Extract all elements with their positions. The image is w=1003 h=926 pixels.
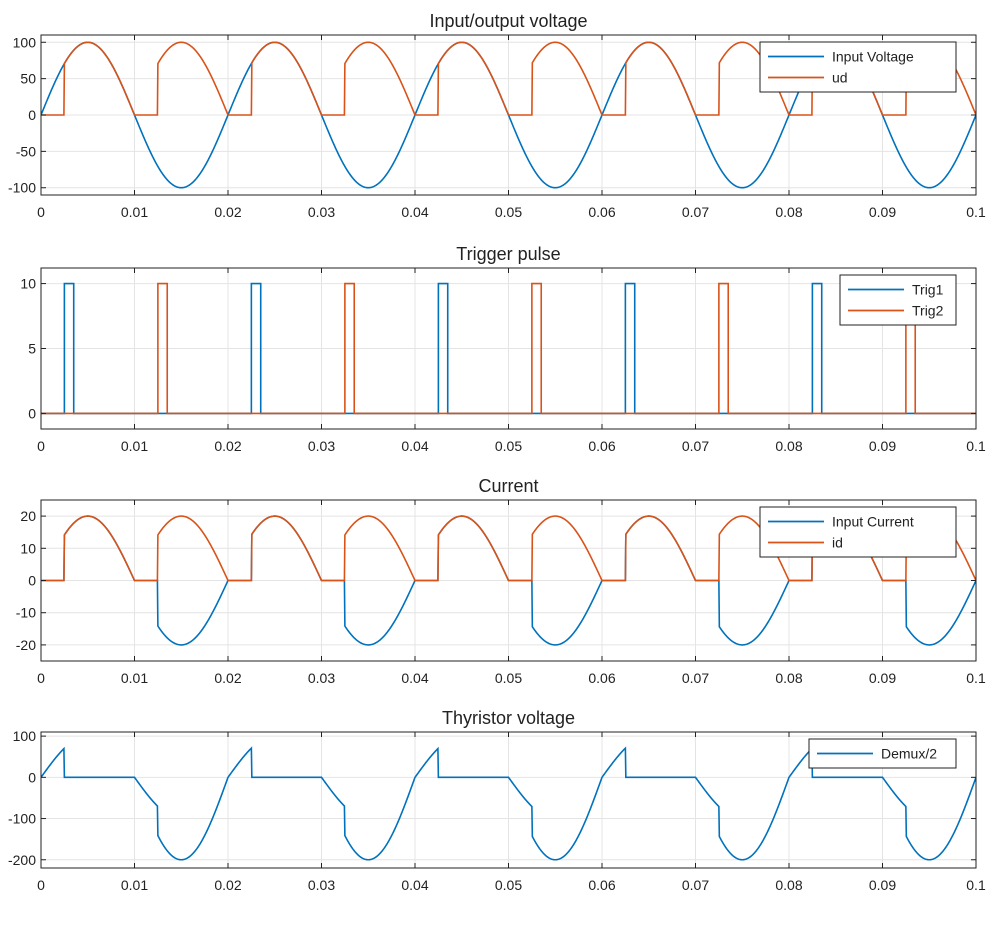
x-tick-label: 0.02 bbox=[214, 670, 241, 686]
legend: Demux/2 bbox=[808, 738, 957, 769]
y-tick-label: 5 bbox=[28, 341, 36, 357]
x-tick-label: 0.06 bbox=[588, 204, 615, 220]
x-tick-label: 0 bbox=[37, 670, 45, 686]
x-tick-label: 0.09 bbox=[869, 670, 896, 686]
legend-label: Input Current bbox=[832, 514, 914, 530]
series-demux-2 bbox=[41, 746, 976, 861]
x-tick-label: 0.1 bbox=[966, 204, 986, 220]
panel-title: Thyristor voltage bbox=[442, 708, 575, 728]
panel-title: Input/output voltage bbox=[429, 11, 587, 31]
x-tick-label: 0.04 bbox=[401, 877, 428, 893]
x-tick-label: 0.03 bbox=[308, 204, 335, 220]
x-tick-label: 0.03 bbox=[308, 438, 335, 454]
y-tick-label: -100 bbox=[8, 811, 36, 827]
x-tick-label: 0.05 bbox=[495, 670, 522, 686]
series-trig2 bbox=[41, 282, 976, 415]
x-tick-label: 0.06 bbox=[588, 877, 615, 893]
legend-box bbox=[759, 41, 957, 93]
y-tick-label: -20 bbox=[16, 637, 36, 653]
legend-box bbox=[839, 274, 957, 326]
y-tick-label: 0 bbox=[28, 573, 36, 589]
x-tick-label: 0.1 bbox=[966, 670, 986, 686]
y-tick-label: -200 bbox=[8, 852, 36, 868]
x-tick-label: 0.08 bbox=[775, 670, 802, 686]
x-tick-label: 0.1 bbox=[966, 877, 986, 893]
panel-4: Thyristor voltage 0 0.01 0.02 0.03 0.04 0.05 0.… bbox=[8, 708, 986, 893]
x-tick-label: 0.1 bbox=[966, 438, 986, 454]
panel-2: Trigger pulse 0 0.01 0.02 0.03 0.04 0.05 0.06 0.… bbox=[20, 244, 986, 454]
y-tick-label: 0 bbox=[28, 405, 36, 421]
x-tick-label: 0.08 bbox=[775, 204, 802, 220]
y-tick-label: 100 bbox=[13, 728, 37, 744]
panel-3: Current 0 0.01 0.02 0.03 0.04 0.05 0.06 0.07 0.08… bbox=[16, 476, 986, 686]
y-tick-label: 10 bbox=[20, 540, 36, 556]
x-tick-label: 0.02 bbox=[214, 877, 241, 893]
x-tick-label: 0.01 bbox=[121, 204, 148, 220]
x-tick-label: 0.02 bbox=[214, 438, 241, 454]
x-tick-label: 0 bbox=[37, 438, 45, 454]
legend-label: Demux/2 bbox=[881, 746, 937, 762]
x-tick-label: 0.09 bbox=[869, 877, 896, 893]
y-tick-label: 20 bbox=[20, 508, 36, 524]
legend: Input Current id bbox=[759, 506, 957, 558]
y-tick-label: 100 bbox=[13, 34, 37, 50]
x-tick-label: 0.05 bbox=[495, 877, 522, 893]
x-tick-label: 0.09 bbox=[869, 438, 896, 454]
x-tick-label: 0.06 bbox=[588, 670, 615, 686]
panel-title: Trigger pulse bbox=[456, 244, 560, 264]
legend: Input Voltage ud bbox=[759, 41, 957, 93]
x-tick-label: 0.08 bbox=[775, 438, 802, 454]
x-tick-label: 0 bbox=[37, 204, 45, 220]
legend-box bbox=[759, 506, 957, 558]
x-tick-label: 0.04 bbox=[401, 670, 428, 686]
y-tick-label: -10 bbox=[16, 605, 36, 621]
x-tick-label: 0.03 bbox=[308, 877, 335, 893]
x-tick-label: 0 bbox=[37, 877, 45, 893]
x-tick-label: 0.09 bbox=[869, 204, 896, 220]
x-tick-label: 0.05 bbox=[495, 204, 522, 220]
x-tick-label: 0.01 bbox=[121, 670, 148, 686]
panel-title: Current bbox=[478, 476, 538, 496]
x-tick-label: 0.04 bbox=[401, 438, 428, 454]
x-tick-label: 0.03 bbox=[308, 670, 335, 686]
y-tick-label: 10 bbox=[20, 276, 36, 292]
panel-1: Input/output voltage 0 0.01 0.02 0.03 0.04 0.0… bbox=[8, 11, 986, 220]
x-tick-label: 0.07 bbox=[682, 204, 709, 220]
y-tick-label: 50 bbox=[20, 71, 36, 87]
series-trig1 bbox=[41, 282, 976, 415]
x-tick-label: 0.04 bbox=[401, 204, 428, 220]
legend: Trig1 Trig2 bbox=[839, 274, 957, 326]
x-tick-label: 0.02 bbox=[214, 204, 241, 220]
legend-label: ud bbox=[832, 70, 848, 86]
legend-label: Input Voltage bbox=[832, 49, 914, 65]
y-tick-label: 0 bbox=[28, 769, 36, 785]
x-tick-label: 0.01 bbox=[121, 877, 148, 893]
legend-label: id bbox=[832, 535, 843, 551]
x-tick-label: 0.01 bbox=[121, 438, 148, 454]
y-tick-label: 0 bbox=[28, 107, 36, 123]
x-tick-label: 0.05 bbox=[495, 438, 522, 454]
x-tick-label: 0.06 bbox=[588, 438, 615, 454]
legend-label: Trig2 bbox=[912, 303, 944, 319]
x-tick-label: 0.08 bbox=[775, 877, 802, 893]
y-tick-label: -100 bbox=[8, 180, 36, 196]
x-tick-label: 0.07 bbox=[682, 670, 709, 686]
legend-label: Trig1 bbox=[912, 282, 944, 298]
y-tick-label: -50 bbox=[16, 143, 36, 159]
x-tick-label: 0.07 bbox=[682, 877, 709, 893]
x-tick-label: 0.07 bbox=[682, 438, 709, 454]
